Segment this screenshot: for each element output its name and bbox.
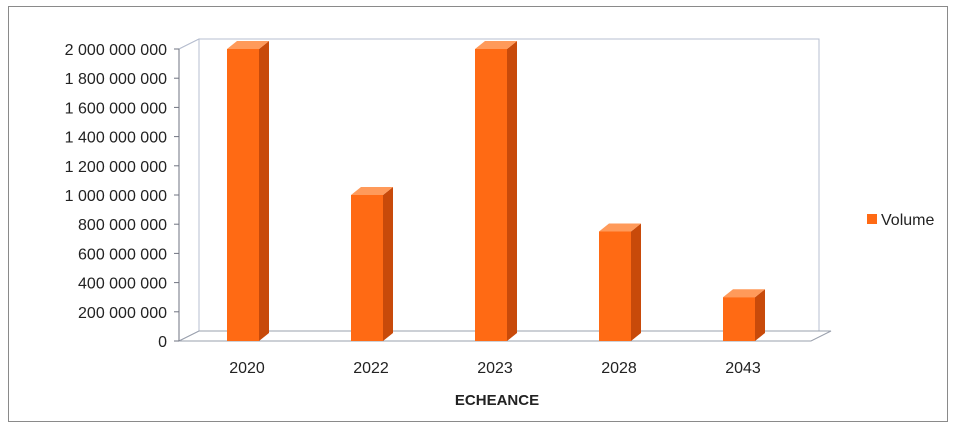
y-tick-label: 1 000 000 000 (65, 188, 167, 205)
bar-top-face (723, 289, 765, 298)
bar-side-face (631, 223, 641, 341)
y-tick-label: 800 000 000 (78, 217, 167, 234)
x-axis-title: ECHEANCE (455, 392, 539, 409)
bar-top-face (351, 187, 393, 195)
y-tick-label: 1 200 000 000 (65, 159, 167, 176)
x-tick-label: 2043 (725, 360, 761, 377)
y-tick-label: 1 800 000 000 (65, 71, 167, 88)
bar-top-face (475, 41, 517, 49)
x-axis-tick-labels: 2020 2022 2023 2028 2043 (229, 360, 761, 377)
y-axis-tick-labels: 0 200 000 000 400 000 000 600 000 000 800 00… (65, 42, 167, 351)
y-tick-label: 400 000 000 (78, 276, 167, 293)
bar-top-face (599, 223, 641, 232)
bar-side-face (507, 41, 517, 341)
bar-side-face (383, 187, 393, 341)
y-tick-label: 600 000 000 (78, 246, 167, 263)
bar-2023 (475, 41, 517, 341)
x-tick-label: 2020 (229, 360, 265, 377)
bar-front-face (723, 297, 755, 341)
bar-side-face (755, 289, 765, 341)
y-tick-label: 1 400 000 000 (65, 130, 167, 147)
bars (227, 41, 765, 341)
legend-swatch-volume (867, 214, 877, 224)
bar-front-face (599, 231, 631, 341)
bar-top-face (227, 41, 269, 49)
bar-front-face (227, 49, 259, 341)
x-tick-label: 2022 (353, 360, 389, 377)
x-tick-label: 2023 (477, 360, 513, 377)
bar-2028 (599, 223, 641, 341)
legend: Volume (867, 212, 934, 229)
y-tick-label: 1 600 000 000 (65, 100, 167, 117)
bar-side-face (259, 41, 269, 341)
y-tick-label: 2 000 000 000 (65, 42, 167, 59)
side-wall (178, 38, 200, 342)
bar-chart: 0 200 000 000 400 000 000 600 000 000 800 00… (65, 38, 934, 409)
x-tick-label: 2028 (601, 360, 637, 377)
chart-frame: 0 200 000 000 400 000 000 600 000 000 800 00… (8, 6, 948, 422)
bar-2020 (227, 41, 269, 341)
y-tick-label: 200 000 000 (78, 305, 167, 322)
bar-2043 (723, 289, 765, 341)
bar-front-face (475, 49, 507, 341)
bar-2022 (351, 187, 393, 341)
legend-label-volume: Volume (881, 212, 934, 229)
y-tick-label: 0 (158, 334, 167, 351)
bar-front-face (351, 195, 383, 341)
